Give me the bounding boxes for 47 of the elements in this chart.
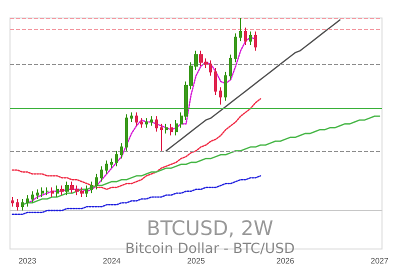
candlestick	[56, 184, 59, 198]
x-tick-label: 2023	[18, 256, 37, 265]
candlestick	[105, 160, 108, 174]
candlestick	[145, 118, 148, 128]
candlestick	[150, 116, 153, 126]
candlestick	[85, 184, 88, 198]
candlestick	[140, 118, 143, 128]
candlestick	[65, 181, 69, 196]
x-tick-label: 2024	[102, 256, 122, 265]
text: Bitcoin Dollar - BTC/USD	[125, 241, 295, 257]
candlestick	[239, 18, 242, 42]
candlestick	[11, 196, 14, 208]
candlestick	[100, 166, 103, 182]
candlestick	[170, 123, 173, 136]
candlestick	[165, 123, 168, 134]
x-tick-label: 2026	[276, 256, 295, 265]
candlestick	[229, 54, 232, 80]
candlestick	[125, 114, 128, 152]
candlestick	[155, 116, 158, 132]
candlestick	[135, 112, 138, 126]
candlestick	[21, 198, 24, 211]
candlestick	[224, 71, 227, 102]
x-tick-label: 2025	[187, 256, 206, 265]
candlestick	[16, 198, 19, 211]
candlestick	[254, 30, 257, 52]
text: BTCUSD, 2W	[146, 216, 274, 240]
candlestick	[175, 120, 178, 136]
candlestick	[115, 150, 118, 167]
x-tick-label: 2027	[370, 256, 389, 265]
candlestick	[31, 190, 34, 204]
candlestick	[110, 158, 113, 169]
candlestick	[51, 186, 54, 198]
candlestick	[90, 181, 93, 194]
candlestick	[219, 86, 222, 106]
candlestick	[26, 194, 29, 208]
candlestick	[249, 30, 252, 46]
candlestick	[60, 184, 64, 196]
candlestick	[95, 173, 98, 190]
candlestick	[130, 112, 133, 122]
candlestick	[120, 142, 123, 160]
candlestick	[41, 186, 44, 198]
candlestick	[36, 188, 39, 200]
candlestick	[160, 123, 163, 152]
candlestick	[234, 32, 237, 63]
candlestick	[214, 68, 217, 96]
candlestick	[244, 27, 247, 46]
candlestick	[46, 186, 49, 196]
